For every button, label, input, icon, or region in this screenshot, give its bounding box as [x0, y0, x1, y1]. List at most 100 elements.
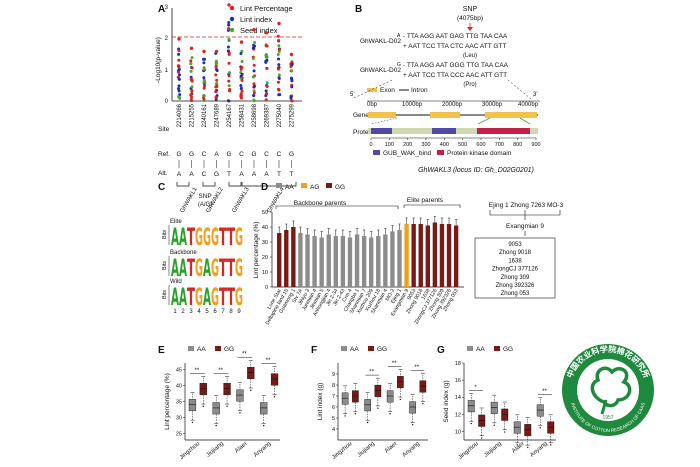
logo-row-label: Backbone	[170, 250, 197, 256]
gwas-point	[189, 93, 193, 97]
gene-tick: 3000bp	[482, 102, 503, 108]
logo-letter: A	[171, 254, 179, 282]
gwas-point	[190, 66, 194, 70]
y-tick: 35	[176, 400, 182, 406]
gwas-point	[265, 81, 269, 85]
outlier-point	[422, 403, 424, 405]
panel-d-y-ticks: 0 10 20 30 40 50	[262, 210, 272, 291]
legend-gg-swatch	[494, 346, 500, 351]
bar-label: MO-3	[384, 288, 396, 302]
seq-a-bottom: + AAT TCC TTA CTC AAC ATT GTT	[403, 43, 506, 50]
gene-label-ghwakl4: GhWAKL4	[267, 186, 287, 214]
gene-label-ghwakl3: GhWAKL3	[232, 186, 252, 214]
protein-tick: 400	[440, 142, 449, 148]
bar	[361, 236, 367, 287]
gwas-point	[251, 57, 255, 61]
bar	[305, 234, 310, 287]
alt-allele: A	[264, 171, 269, 178]
site-labels: 2214066 2215255 2240161 2247689 2254167 22584…	[177, 103, 296, 127]
alt-allele: A	[252, 171, 257, 178]
gwas-point	[215, 81, 219, 85]
gwas-point	[240, 89, 244, 93]
gwas-point	[227, 79, 231, 83]
seq-a-label: GhWAKL-D02	[360, 38, 401, 45]
legend-exon-label: Exon	[380, 87, 395, 94]
logo-row-label: Wild	[170, 279, 182, 285]
pedigree-line: Zhong 9018	[499, 250, 532, 256]
bar	[397, 230, 402, 287]
significance-label: **	[218, 368, 223, 374]
protein-tick: 700	[495, 142, 504, 148]
gwas-point	[215, 68, 219, 72]
significance-label: **	[414, 365, 419, 371]
ref-allele: C	[264, 151, 269, 158]
gwas-point-top	[277, 21, 281, 26]
legend-aa-swatch	[276, 183, 282, 188]
gub-wak-bind-domain-2	[432, 128, 456, 134]
box-aa	[490, 401, 498, 414]
logo-letter: A	[171, 283, 179, 311]
y-tick: 18	[455, 361, 461, 367]
legend-marker-seed-index	[229, 27, 235, 33]
gwas-point	[177, 49, 181, 53]
gwas-point	[240, 65, 244, 69]
logo-position: 8	[229, 309, 233, 315]
logo-letter: A	[179, 283, 187, 311]
gwas-point	[202, 76, 206, 80]
logo-letter: G	[235, 223, 243, 251]
outlier-point	[527, 446, 529, 449]
alt-allele: T	[277, 171, 281, 178]
gwas-point	[264, 53, 268, 57]
end-3-label: 3'	[533, 92, 537, 98]
box-gg	[247, 367, 255, 379]
gene-row-label: Gene	[353, 112, 369, 119]
protein-kinase-domain	[477, 128, 530, 134]
box-gg	[199, 383, 207, 396]
gene-ruler: 0bp 1000bp 2000bp 3000bp 4000bp	[367, 100, 540, 108]
legend-label-lint-percentage: Lint Percentage	[240, 4, 293, 13]
box-gg	[270, 373, 279, 386]
legend-label-seed-index: Seed index	[240, 26, 278, 35]
gwas-point	[190, 89, 194, 93]
gwas-point	[190, 56, 194, 60]
panel-b-letter: B	[355, 4, 362, 15]
panel-d-bars	[277, 216, 459, 287]
gwas-point	[228, 87, 232, 91]
legend-gg-label: GG	[335, 184, 345, 191]
seq-g-label: GhWAKL-D02	[360, 67, 401, 74]
gwas-point	[252, 84, 256, 88]
institute-logo: 1957 中国农业科学院棉花研究所 INSTITUTE OF COTTON RE…	[562, 344, 654, 436]
logo-letter: A	[179, 254, 187, 282]
outlier-point	[539, 427, 541, 429]
gwas-point	[227, 52, 231, 56]
panel-letter: F	[311, 345, 317, 356]
gwas-point	[276, 87, 280, 91]
box-aa	[467, 400, 475, 413]
logo-letter: T	[187, 223, 195, 251]
gwas-point	[227, 71, 231, 75]
outlier-point	[470, 422, 472, 425]
gwas-point	[251, 75, 255, 79]
group-label-elite: Elite parents	[407, 197, 444, 204]
gwas-point	[177, 58, 181, 62]
gwas-point	[276, 67, 280, 71]
gwas-point	[227, 37, 231, 41]
gwas-point	[202, 67, 206, 71]
outlier-point	[226, 405, 228, 408]
gwas-point	[264, 44, 268, 48]
site-label: 2258431	[240, 103, 246, 127]
bar	[347, 237, 353, 287]
end-5-label: 5'	[350, 92, 354, 98]
gwas-point	[239, 74, 243, 78]
bar	[319, 237, 324, 287]
row-label-alt: Alt.	[158, 170, 168, 177]
logo-cotton-flower	[590, 366, 632, 408]
legend-label-lint-index: Lint index	[240, 15, 272, 24]
legend-kinase-swatch	[437, 150, 444, 155]
y-tick: 40	[176, 383, 182, 389]
gwas-point	[214, 73, 218, 77]
